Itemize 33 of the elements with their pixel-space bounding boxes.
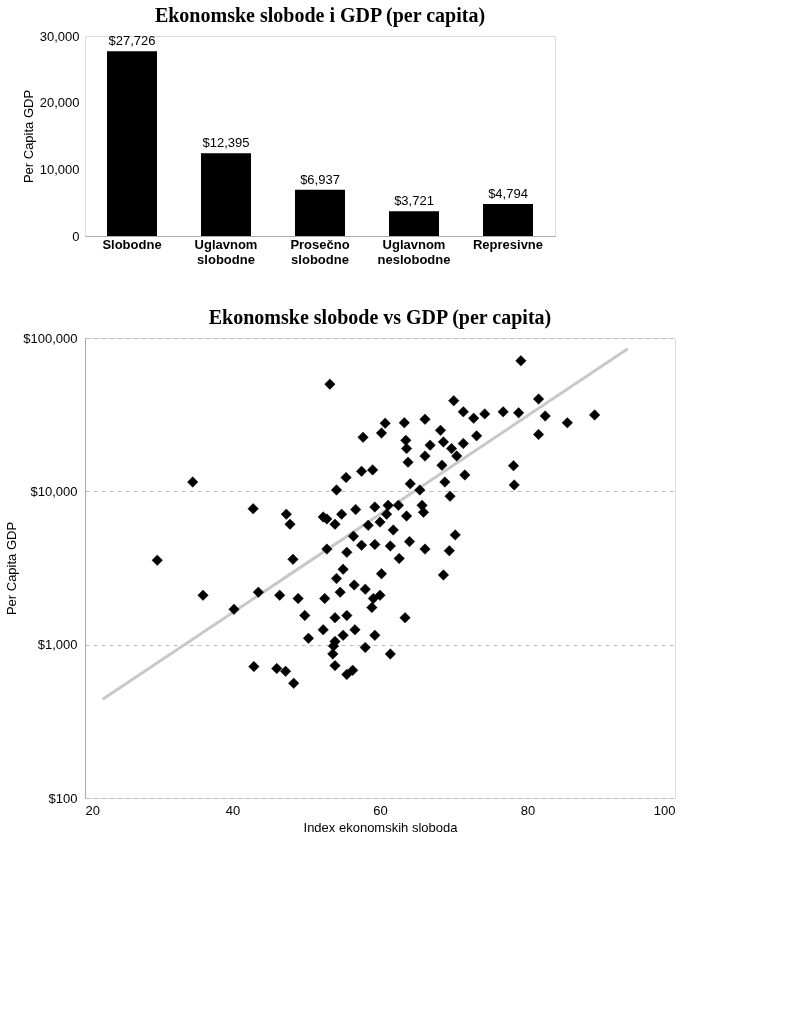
x-tick-label: 100 [653,802,676,818]
data-label: $4,794 [488,186,528,202]
x-tick-label: 60 [373,802,388,818]
y-tick-label: 0 [72,228,80,244]
bar [107,51,157,236]
y-tick-label: 10,000 [39,161,80,177]
chart-title: Ekonomske slobode vs GDP (per capita) [208,306,552,329]
x-tick-label: 40 [225,802,241,818]
x-axis-title: Index ekonomskih sloboda [303,819,459,835]
bar [389,211,439,236]
x-tick-label: Represivne [472,236,544,252]
x-tick-label: 20 [85,802,100,818]
bar [201,153,251,236]
bar [295,189,345,236]
x-tick-label: Uglavnom neslobodne [377,236,451,267]
chart-title: Ekonomske slobode i GDP (per capita) [154,4,486,27]
y-axis-title: Per Capita GDP [20,89,36,184]
data-label: $6,937 [300,171,340,187]
y-tick-label: $1,000 [37,637,78,653]
data-label: $12,395 [202,135,250,151]
data-label: $3,721 [394,193,434,209]
bar [483,204,533,236]
y-tick-label: $10,000 [30,483,78,499]
y-tick-label: 20,000 [39,95,80,111]
x-tick-label: Slobodne [102,236,162,252]
x-tick-label: 80 [520,802,536,818]
x-tick-label: Prosečno slobodne [290,236,350,267]
y-tick-label: $100 [48,790,78,806]
x-tick-label: Uglavnom slobodne [194,236,258,267]
y-axis-title: Per Capita GDP [4,521,20,616]
y-tick-label: 30,000 [39,28,80,44]
data-label: $27,726 [108,33,156,49]
y-tick-label: $100,000 [23,330,78,346]
